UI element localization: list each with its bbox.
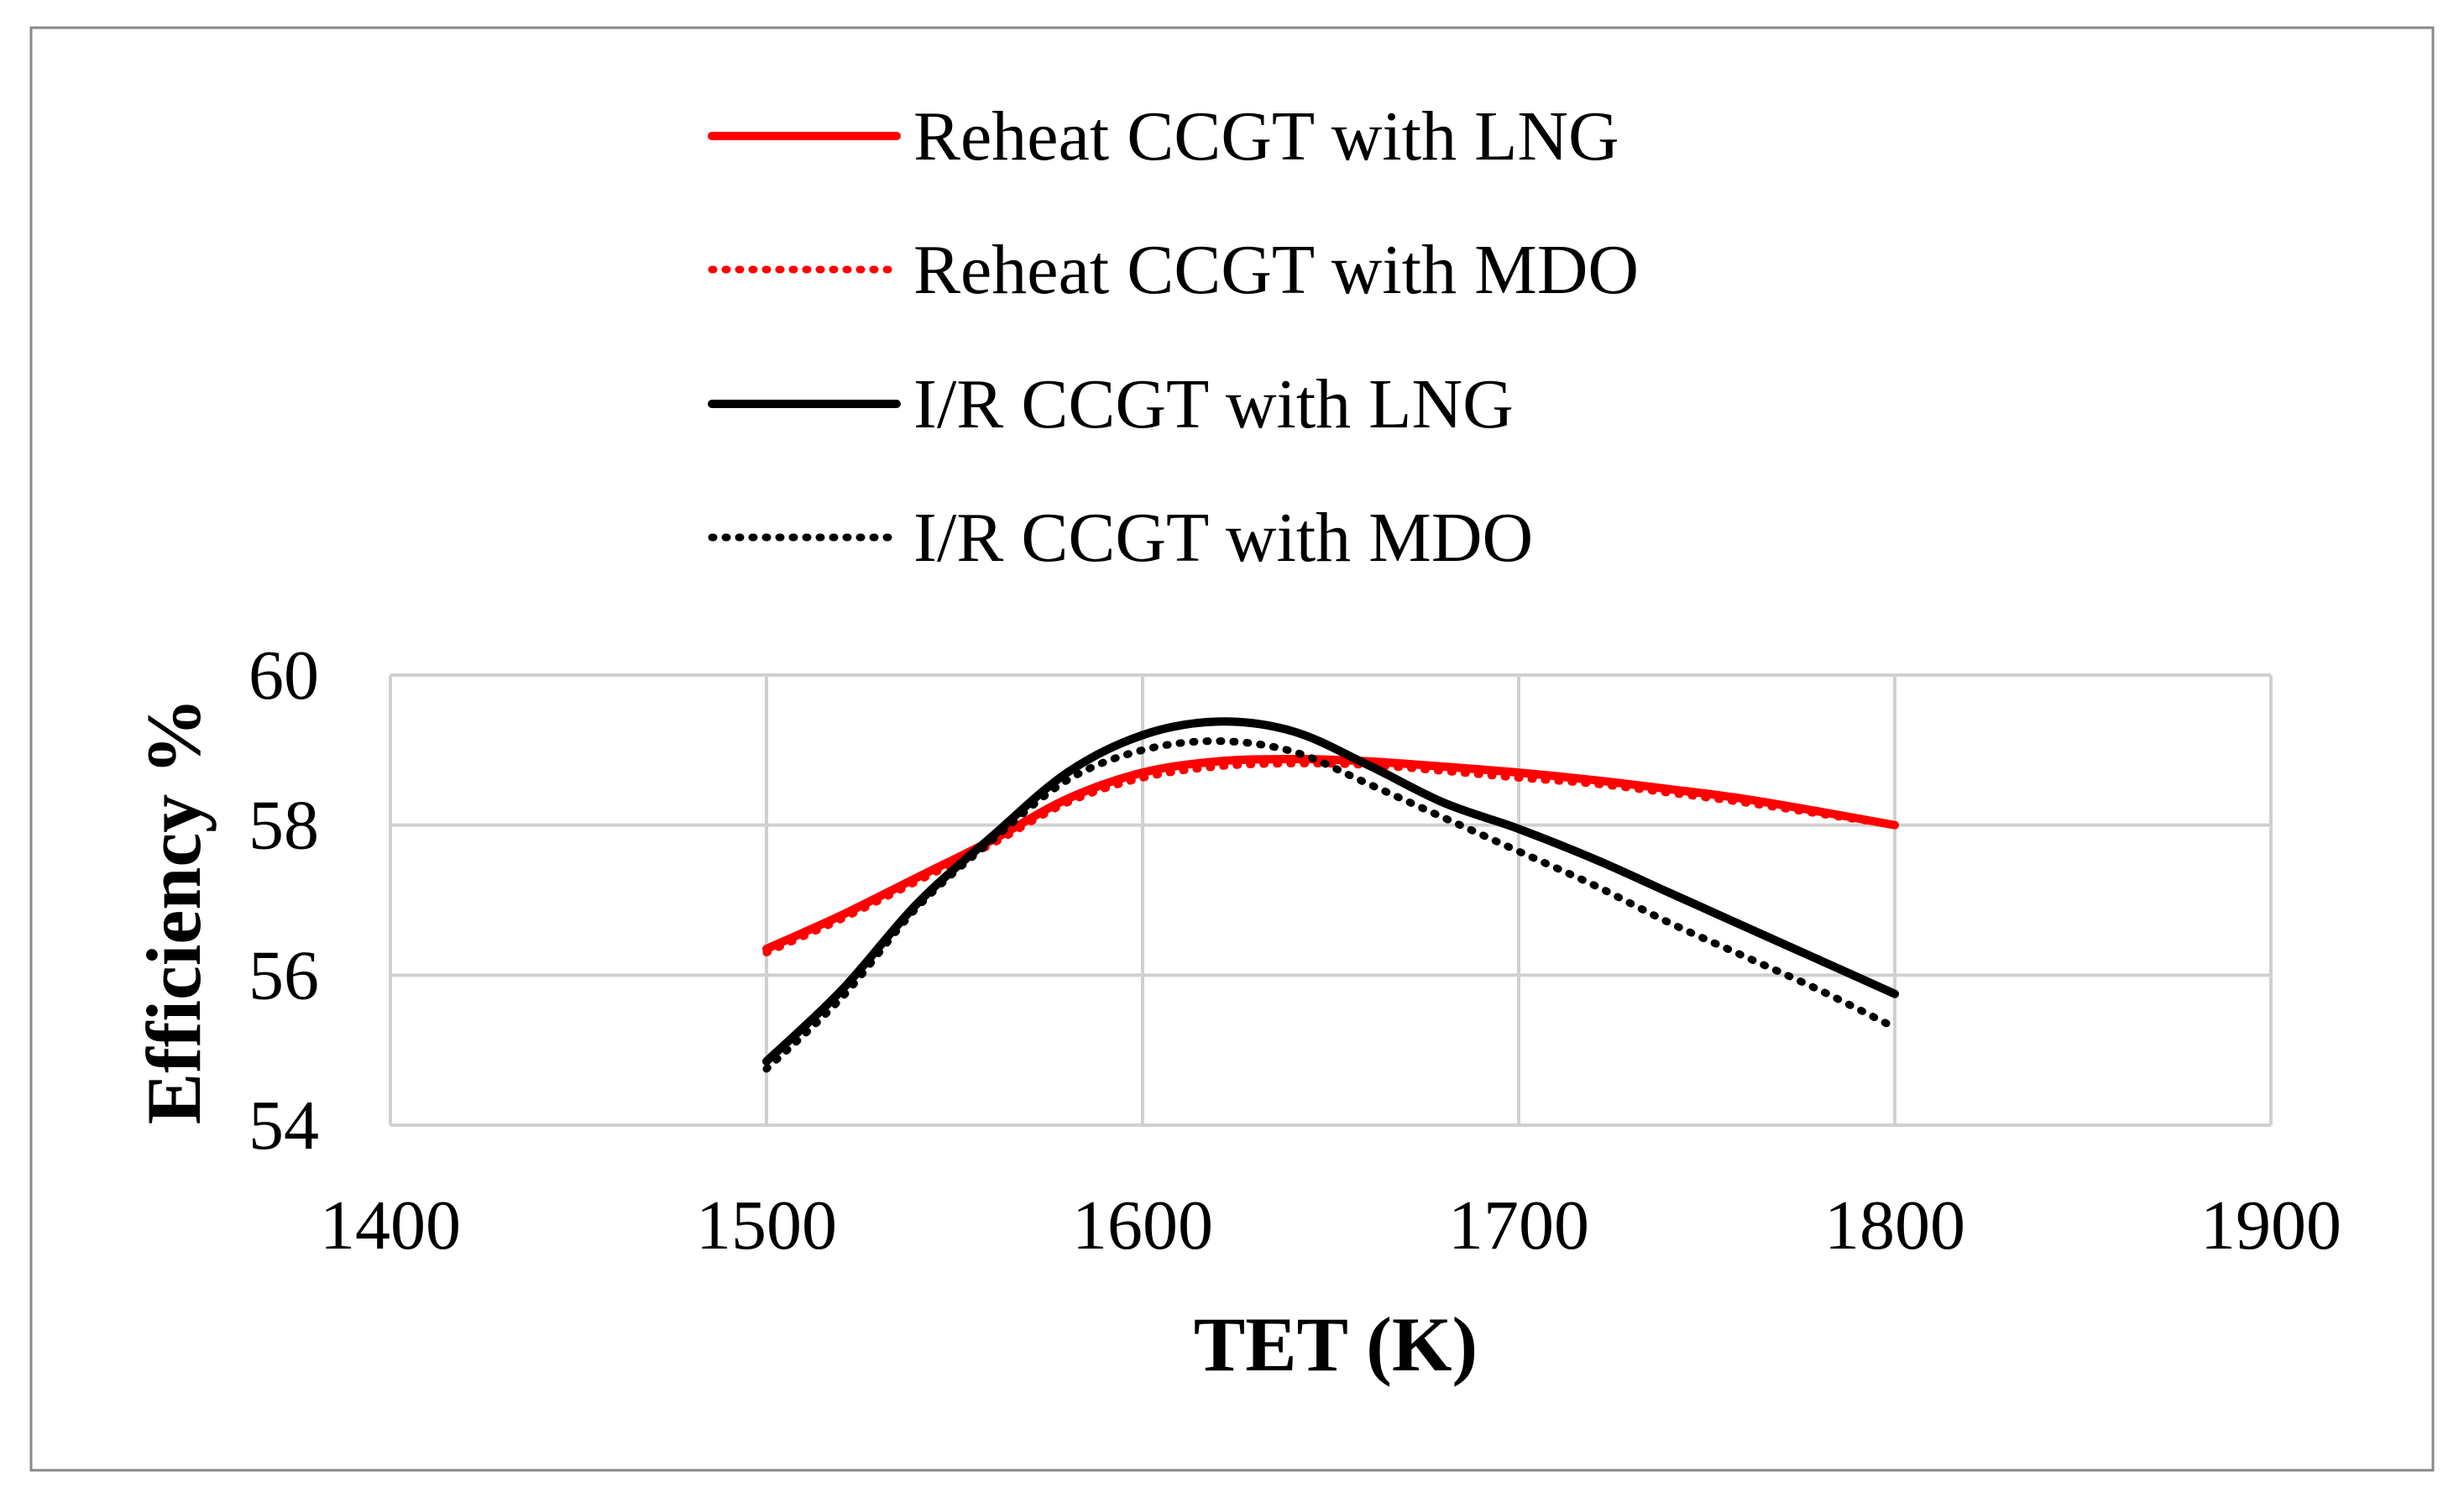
x-tick-label: 1400	[320, 1186, 461, 1265]
legend: Reheat CCGT with LNG Reheat CCGT with MD…	[708, 97, 1639, 577]
legend-label-reheat-lng: Reheat CCGT with LNG	[913, 97, 1619, 175]
x-tick-label: 1500	[696, 1186, 837, 1265]
legend-label-reheat-mdo: Reheat CCGT with MDO	[913, 231, 1639, 309]
x-axis-title: TET (K)	[1194, 1301, 1478, 1387]
x-tick-label: 1700	[1448, 1186, 1589, 1265]
x-axis-ticks: 1400 1500 1600 1700 1800 1900	[320, 1186, 2341, 1265]
series-layer	[762, 717, 1899, 1073]
legend-label-ir-lng: I/R CCGT with LNG	[913, 365, 1514, 443]
chart-border	[29, 26, 2435, 1472]
legend-label-ir-mdo: I/R CCGT with MDO	[913, 499, 1533, 577]
y-tick-label: 56	[248, 936, 319, 1014]
series-reheat-mdo-line	[762, 759, 1899, 957]
y-tick-label: 60	[248, 636, 319, 715]
y-tick-label: 54	[248, 1087, 319, 1165]
y-tick-label: 58	[248, 787, 319, 865]
y-axis-title: Efficiency %	[131, 698, 217, 1124]
x-tick-label: 1900	[2200, 1186, 2341, 1265]
gridlines	[389, 673, 2273, 1127]
x-tick-label: 1800	[1824, 1186, 1965, 1265]
series-ir-mdo-line	[762, 737, 1899, 1073]
x-tick-label: 1600	[1072, 1186, 1213, 1265]
y-axis-ticks: 54 56 58 60	[248, 636, 319, 1165]
